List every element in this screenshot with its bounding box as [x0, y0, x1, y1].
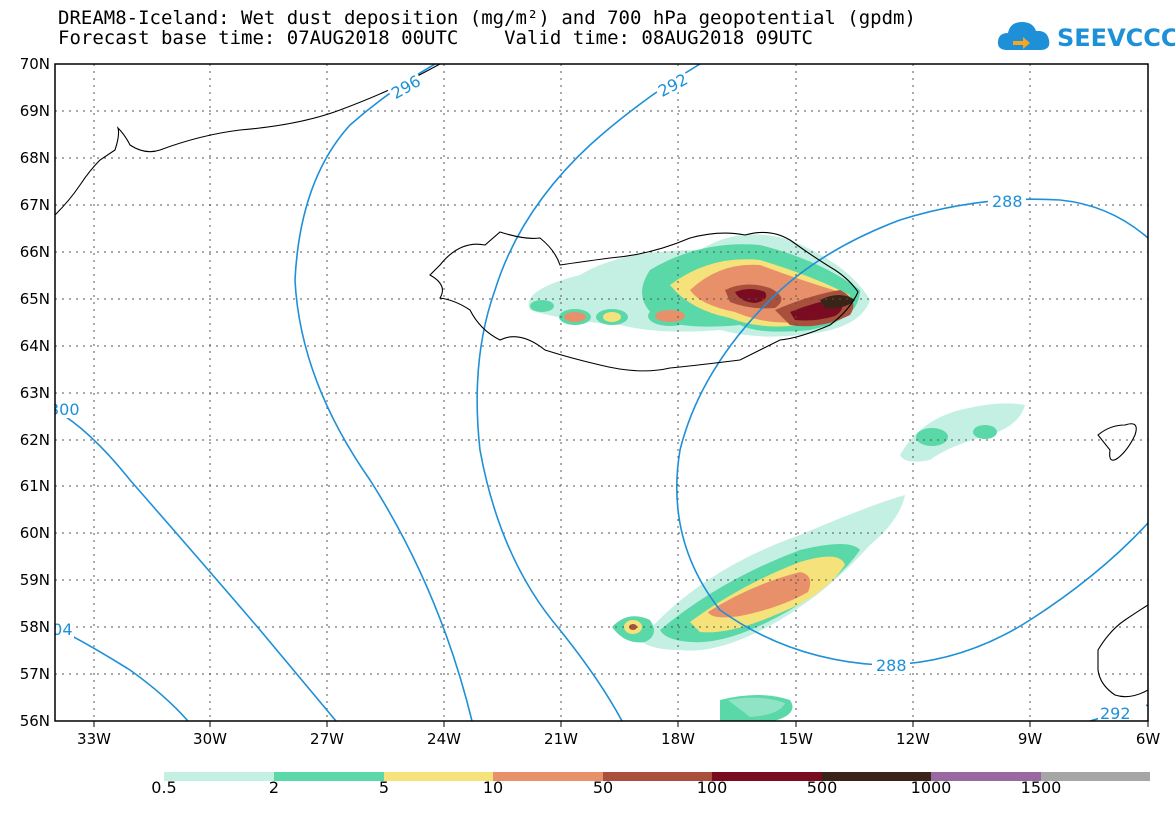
map-frame	[54, 63, 1149, 722]
colorbar-swatch	[493, 772, 603, 781]
colorbar-swatch	[603, 772, 712, 781]
coastline-iceland	[429, 231, 859, 372]
contour-label-288-south: 288	[876, 656, 907, 675]
gridlines	[55, 64, 1148, 721]
geopotential-contours	[55, 64, 1148, 721]
lat-label: 59N	[20, 571, 50, 589]
coastline-greenland	[55, 64, 441, 216]
lat-label: 66N	[20, 243, 50, 261]
lat-label: 68N	[20, 149, 50, 167]
dust-deposition-shading	[528, 234, 1025, 721]
contour-label-292-se: 292	[1100, 704, 1131, 723]
colorbar-label: 1500	[1020, 778, 1062, 797]
colorbar-label: 5	[378, 778, 390, 797]
lon-label: 27W	[310, 730, 344, 748]
lat-label: 69N	[20, 102, 50, 120]
contour-labels: 296 292 288 288 300 304 292	[42, 67, 1146, 723]
colorbar-label: 10	[482, 778, 504, 797]
colorbar-swatch	[164, 772, 274, 781]
colorbar-swatch	[1041, 772, 1150, 781]
lat-label: 60N	[20, 524, 50, 542]
lat-label: 65N	[20, 290, 50, 308]
colorbar-label: 2	[268, 778, 280, 797]
lat-label: 67N	[20, 196, 50, 214]
colorbar-label: 50	[592, 778, 614, 797]
lon-label: 15W	[779, 730, 813, 748]
contour-label-288-north: 288	[992, 192, 1023, 211]
lon-label: 24W	[427, 730, 461, 748]
lon-label: 30W	[193, 730, 227, 748]
coastline-scotland	[1097, 604, 1148, 698]
logo-text: SEEVCCC	[1057, 24, 1175, 52]
title-line-2: Forecast base time: 07AUG2018 00UTC Vali…	[58, 27, 813, 49]
colorbar-label: 1000	[910, 778, 952, 797]
lon-label: 21W	[544, 730, 578, 748]
dust-patch-plume	[612, 495, 905, 721]
lon-label: 6W	[1136, 730, 1161, 748]
colorbar-swatch	[712, 772, 822, 781]
colorbar-label: 0.5	[151, 778, 177, 797]
contour-label-304: 304	[42, 620, 73, 639]
colorbar-swatch	[931, 772, 1041, 781]
lon-label: 9W	[1018, 730, 1043, 748]
contour-288	[675, 198, 1148, 666]
cloud-icon	[997, 22, 1050, 50]
colorbar-swatch	[274, 772, 384, 781]
lon-label: 18W	[661, 730, 695, 748]
coastline-faroe	[1097, 423, 1137, 461]
contour-304	[55, 626, 189, 721]
lat-label: 64N	[20, 337, 50, 355]
contour-296	[294, 64, 473, 721]
lat-label: 58N	[20, 618, 50, 636]
colorbar	[164, 772, 1150, 781]
colorbar-swatch	[384, 772, 493, 781]
contour-label-300: 300	[49, 400, 80, 419]
lat-label: 61N	[20, 477, 50, 495]
longitude-labels: 33W 30W 27W 24W 21W 18W 15W 12W 9W 6W	[77, 730, 1160, 748]
lat-label: 57N	[20, 665, 50, 683]
axis-ticks	[93, 721, 1149, 727]
lat-label: 70N	[20, 55, 50, 73]
lat-label: 56N	[20, 712, 50, 730]
colorbar-swatch	[822, 772, 931, 781]
colorbar-label: 500	[806, 778, 838, 797]
coastlines	[55, 64, 1148, 698]
seevccc-logo: SEEVCCC	[995, 14, 1175, 58]
latitude-labels: 70N 69N 68N 67N 66N 65N 64N 63N 62N 61N …	[20, 55, 50, 730]
lon-label: 33W	[77, 730, 111, 748]
lat-label: 63N	[20, 384, 50, 402]
dust-patch-iceland	[528, 234, 870, 337]
dust-patch-faroe	[900, 403, 1025, 462]
lat-label: 62N	[20, 431, 50, 449]
lon-label: 12W	[896, 730, 930, 748]
contour-300	[55, 409, 337, 721]
colorbar-label: 100	[696, 778, 728, 797]
title-line-1: DREAM8-Iceland: Wet dust deposition (mg/…	[58, 7, 916, 29]
contour-292	[476, 64, 701, 721]
